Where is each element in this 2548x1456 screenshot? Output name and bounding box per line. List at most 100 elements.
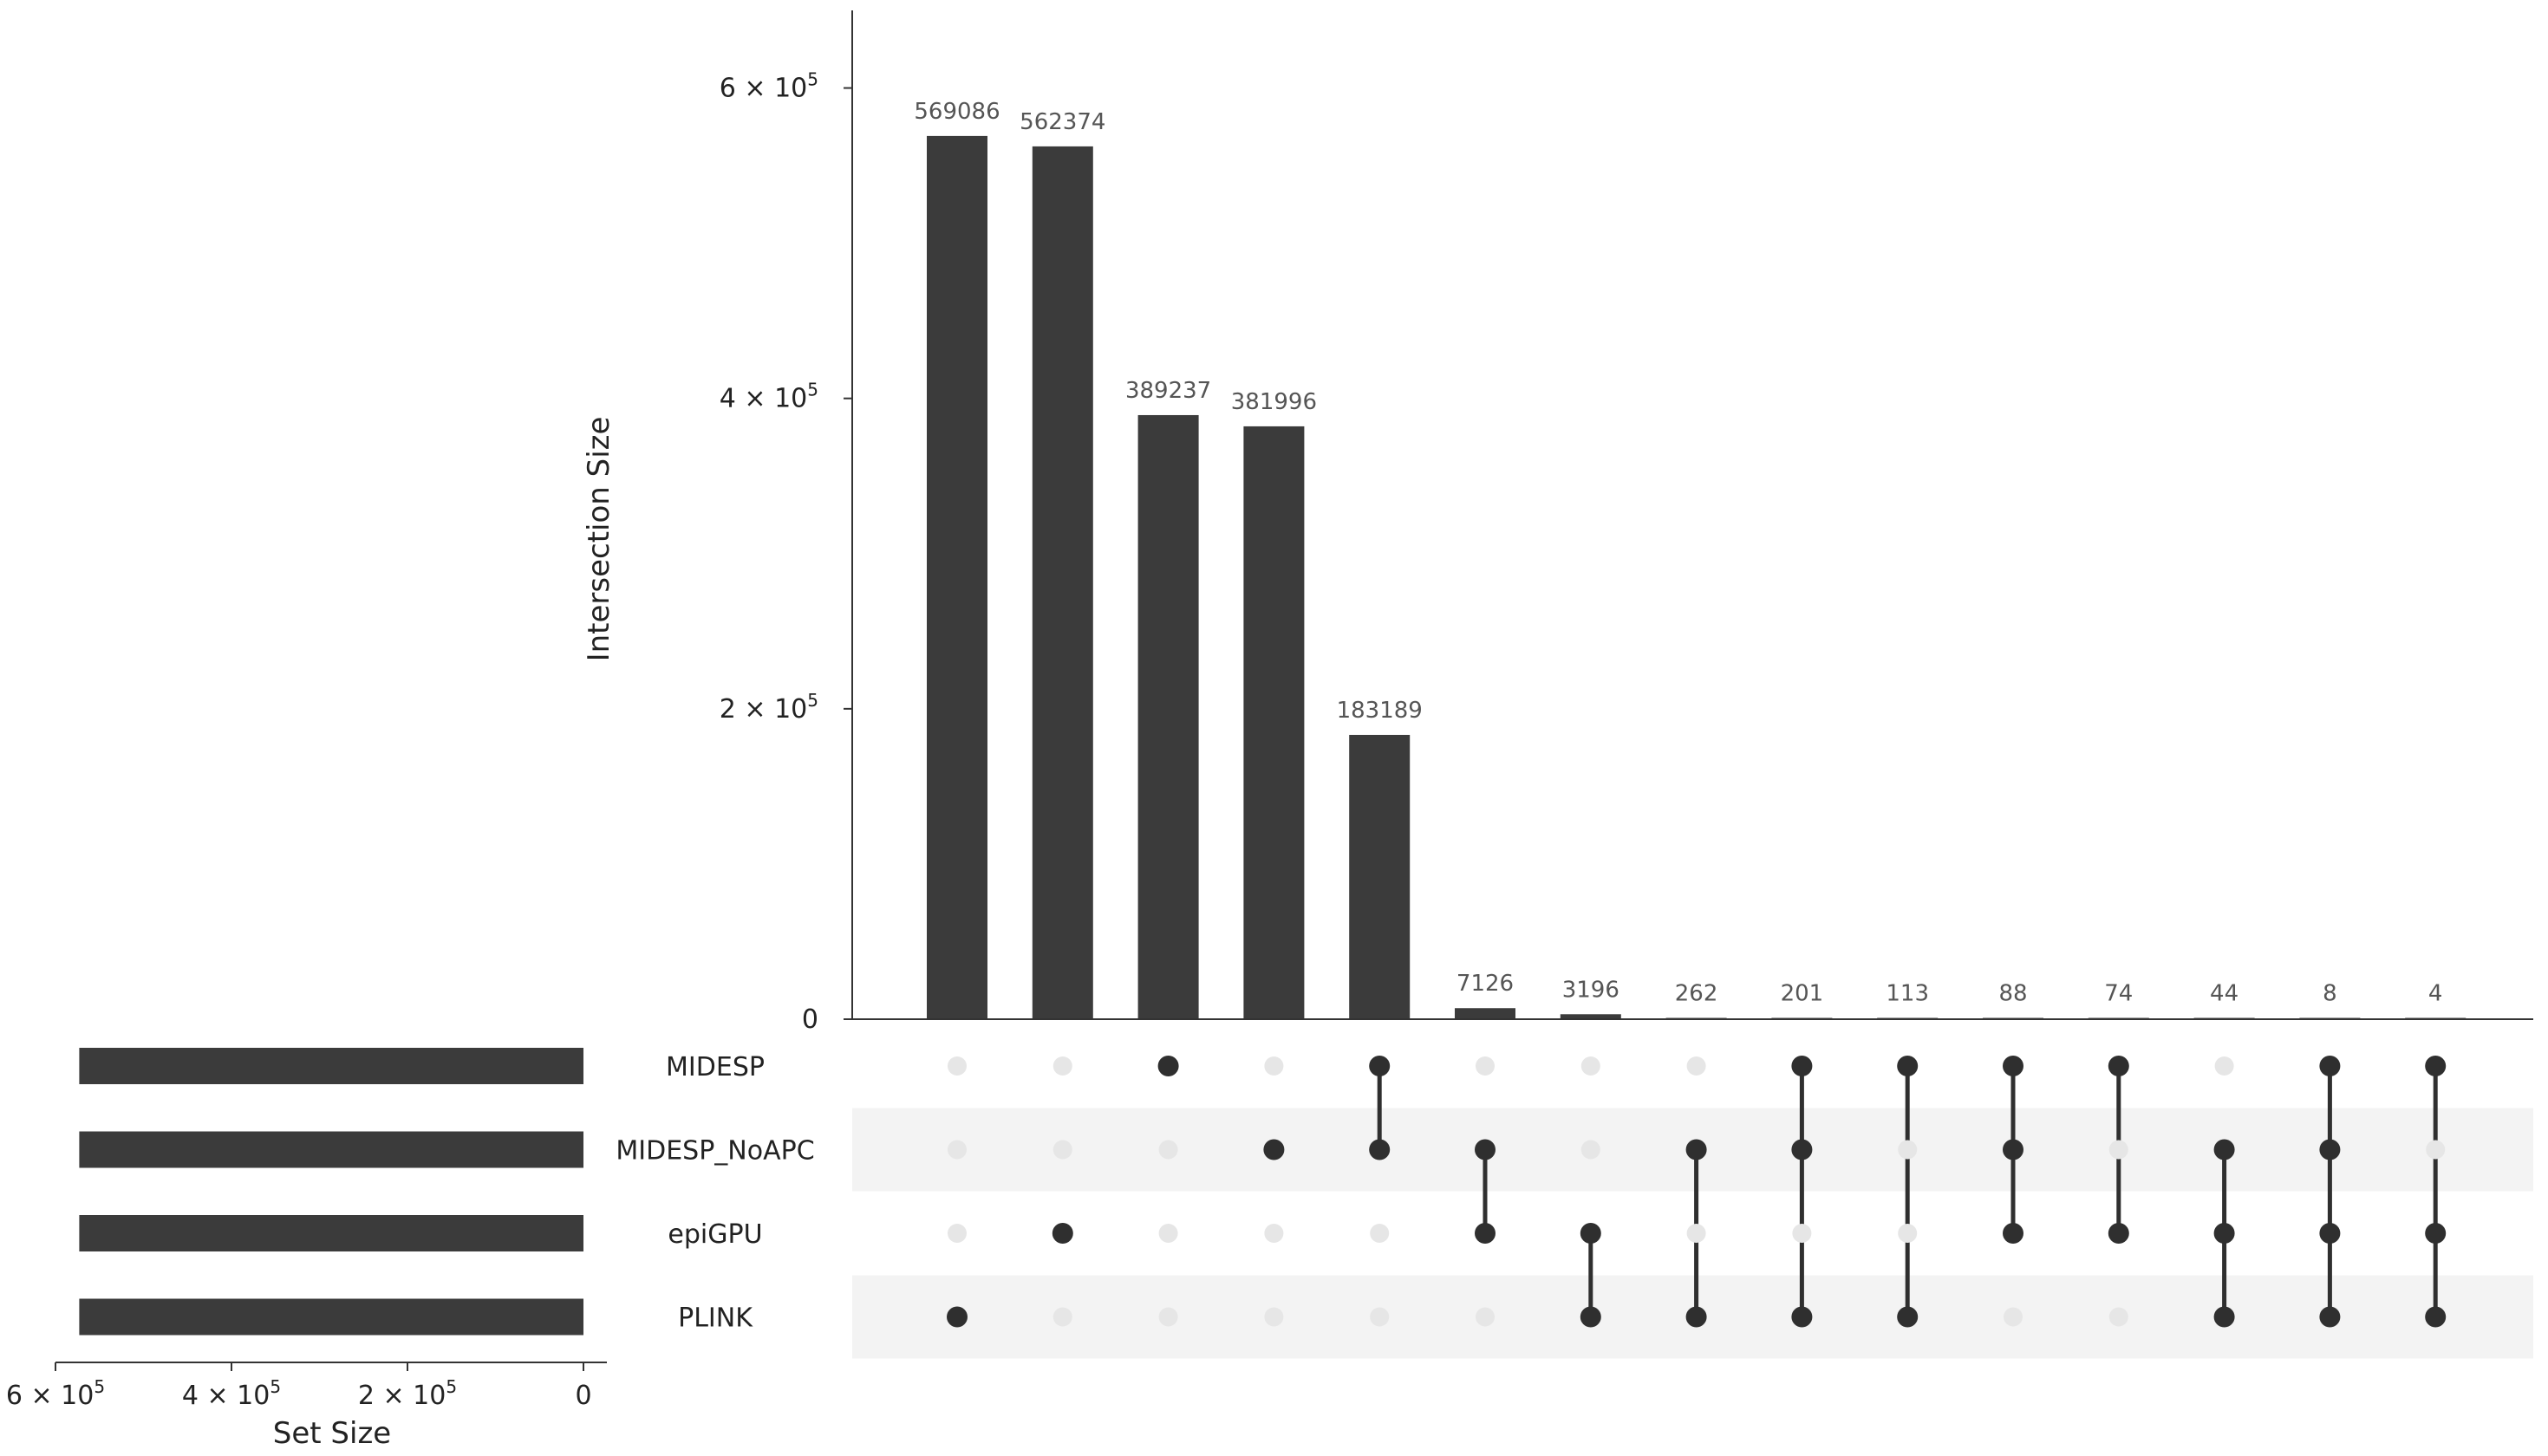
set-labels: MIDESP MIDESP_NoAPC epiGPU PLINK [616,1052,814,1334]
y-tick-label-0: 0 [802,1004,818,1035]
matrix-dot-6-0 [1580,1056,1600,1076]
intersection-bars [927,135,2467,1019]
matrix-dots [947,1056,2447,1328]
matrix-dot-3-1 [1263,1139,1285,1160]
intersection-count-8: 201 [1781,981,1824,1007]
matrix-dot-1-2 [1052,1223,1073,1244]
matrix-dot-13-2 [2319,1223,2341,1244]
matrix-dot-6-2 [1580,1223,1601,1244]
matrix-dot-13-1 [2319,1139,2341,1160]
set-tick-label-0: 6 × 105 [6,1376,105,1411]
intersection-count-2: 389237 [1125,378,1211,404]
intersection-size-axis-title: Intersection Size [582,417,616,662]
set-label-0: MIDESP [666,1052,765,1082]
matrix-dot-10-1 [2003,1139,2023,1160]
matrix-dot-10-0 [2003,1056,2023,1076]
matrix-dot-3-2 [1264,1224,1284,1243]
matrix-dot-9-3 [1897,1306,1919,1328]
matrix-dot-1-0 [1052,1056,1072,1076]
matrix-dot-0-2 [948,1224,967,1243]
matrix-dot-14-0 [2425,1056,2447,1076]
matrix-dot-0-3 [947,1306,968,1328]
intersection-bar-5 [1455,1008,1515,1019]
matrix-dot-11-2 [2108,1223,2129,1244]
matrix-dot-4-1 [1369,1139,1391,1160]
matrix-dot-3-0 [1264,1056,1284,1076]
matrix-dot-14-1 [2426,1140,2446,1160]
intersection-count-5: 7126 [1456,971,1514,997]
matrix-dot-0-1 [948,1140,967,1160]
intersection-count-0: 569086 [914,99,1000,125]
matrix-dot-5-0 [1476,1056,1495,1076]
matrix-dot-9-2 [1898,1224,1918,1243]
matrix-dot-2-2 [1158,1224,1178,1243]
intersection-count-14: 4 [2428,981,2443,1007]
intersection-count-6: 3196 [1562,977,1619,1003]
matrix-dot-12-0 [2214,1056,2234,1076]
intersection-count-11: 74 [2104,981,2133,1007]
matrix-dot-2-1 [1158,1140,1178,1160]
matrix-dot-8-1 [1791,1139,1813,1160]
matrix-dot-7-0 [1686,1056,1706,1076]
matrix-dot-12-3 [2213,1306,2235,1328]
set-tick-label-3: 0 [575,1381,591,1411]
set-label-2: epiGPU [668,1219,762,1250]
matrix-dot-2-3 [1158,1307,1178,1327]
matrix-dot-3-3 [1264,1307,1284,1327]
matrix-dot-12-2 [2213,1223,2235,1244]
matrix-dot-8-2 [1792,1224,1812,1243]
set-tick-label-2: 2 × 105 [358,1376,457,1411]
intersection-count-12: 44 [2210,981,2238,1007]
set-label-3: PLINK [678,1303,753,1334]
intersection-size-axis: 0 2 × 105 4 × 105 6 × 105 [720,10,2533,1035]
matrix-dot-8-0 [1791,1056,1813,1076]
matrix-dot-0-0 [948,1056,967,1076]
matrix-dot-11-0 [2108,1056,2129,1076]
intersection-bar-2 [1137,414,1199,1019]
y-tick-label-3: 6 × 105 [720,69,818,104]
intersection-count-1: 562374 [1020,109,1105,135]
matrix-dot-5-3 [1476,1307,1495,1327]
intersection-count-3: 381996 [1231,389,1317,415]
intersection-count-4: 183189 [1337,698,1423,724]
set-size-axis: 6 × 105 4 × 105 2 × 105 0 [6,1362,607,1411]
matrix-dot-9-1 [1898,1140,1918,1160]
set-label-1: MIDESP_NoAPC [616,1136,814,1167]
set-size-bar-1 [79,1131,583,1168]
matrix-dot-9-0 [1897,1056,1919,1076]
matrix-dot-4-3 [1370,1307,1390,1327]
matrix-dot-7-1 [1685,1139,1707,1160]
intersection-bar-0 [927,135,987,1019]
set-size-bar-3 [79,1298,583,1336]
matrix-dot-10-2 [2003,1223,2023,1244]
set-tick-label-1: 4 × 105 [182,1376,281,1411]
matrix-dot-6-3 [1580,1306,1601,1328]
matrix-dot-5-2 [1475,1223,1496,1244]
matrix-dot-13-0 [2319,1056,2341,1076]
matrix-dot-11-3 [2108,1307,2128,1327]
intersection-count-labels: 569086 562374 389237 381996 183189 7126 3196 26… [914,99,2442,1007]
y-tick-label-2: 4 × 105 [720,380,818,414]
matrix-dot-7-3 [1685,1306,1707,1328]
matrix-dot-7-2 [1686,1224,1706,1243]
matrix-dot-12-1 [2213,1139,2235,1160]
matrix-dot-4-2 [1370,1224,1390,1243]
y-tick-label-1: 2 × 105 [720,690,818,725]
matrix-dot-4-0 [1369,1056,1391,1076]
matrix-dot-13-3 [2319,1306,2341,1328]
intersection-count-9: 113 [1886,981,1929,1007]
matrix-dot-2-0 [1157,1056,1179,1076]
intersection-bar-4 [1349,734,1411,1019]
intersection-bar-3 [1243,426,1305,1019]
matrix-dot-6-1 [1580,1140,1600,1160]
matrix-dot-14-2 [2425,1223,2447,1244]
matrix-dot-11-1 [2108,1140,2128,1160]
intersection-count-7: 262 [1675,981,1718,1007]
matrix-dot-1-3 [1052,1307,1072,1327]
matrix-dot-14-3 [2425,1306,2447,1328]
intersection-count-10: 88 [1998,981,2027,1007]
intersection-count-13: 8 [2323,981,2337,1007]
intersection-bar-1 [1032,146,1093,1019]
set-size-bar-0 [79,1048,583,1084]
